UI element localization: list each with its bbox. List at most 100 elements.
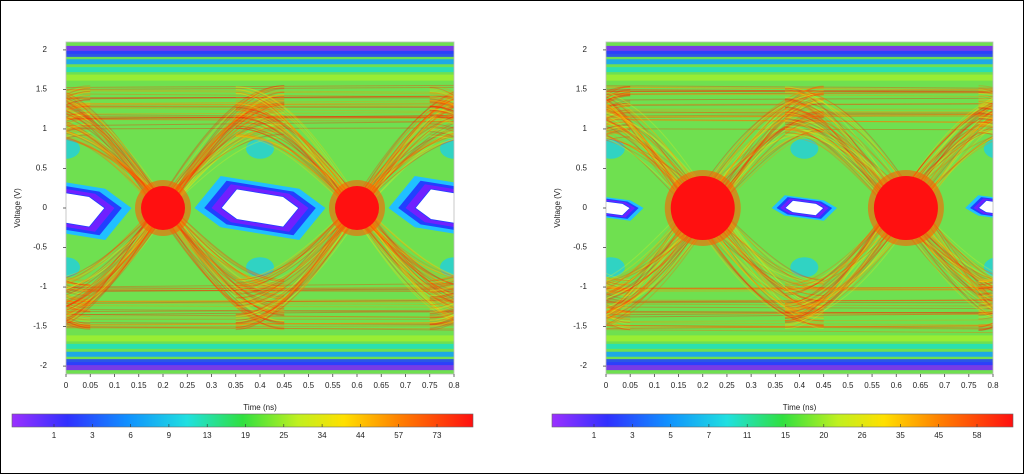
trace [606,286,993,292]
trace [606,311,993,314]
colorbar-label: 15 [781,431,790,440]
trace [606,319,993,323]
trace [66,305,454,308]
x-tick-label: 0.65 [373,381,389,390]
trace [606,324,993,330]
colorbar-label: 44 [356,431,365,440]
trace [66,321,454,327]
trace [606,128,993,131]
trace [606,286,993,290]
trace [66,299,454,304]
trace [606,325,993,329]
density-patch [440,138,454,159]
eye-opening [784,199,825,217]
trace [606,118,993,123]
colorbar [11,413,474,428]
y-tick-label: 1 [43,124,48,133]
x-tick-label: 0 [604,381,609,390]
trace [606,111,993,114]
density-patch [606,257,625,278]
trace [606,86,993,91]
y-tick-label: 0.5 [36,164,48,173]
trace [606,329,993,334]
density-patch [66,257,80,278]
colorbar-label: 3 [90,431,95,440]
trace [606,115,993,118]
trace [66,116,454,119]
colorbar-label: 26 [858,431,867,440]
x-axis-label: Time (ns) [243,403,277,412]
eye-opening [414,188,454,224]
x-tick-label: 0.7 [400,381,412,390]
y-tick-label: -0.5 [573,243,587,252]
trace [66,93,454,98]
trace [606,111,993,115]
trace [66,286,454,290]
x-tick-label: 0.4 [254,381,266,390]
x-tick-label: 0.6 [891,381,903,390]
trace [606,92,993,96]
trace [66,322,454,326]
trace [66,289,454,292]
trace [606,103,993,106]
trace [66,298,454,302]
colorbar-label: 58 [973,431,982,440]
trace [66,302,454,306]
y-tick-label: -1.5 [33,322,47,331]
trace [66,310,454,316]
trace [606,92,993,98]
y-tick-label: 1.5 [576,85,588,94]
y-tick-label: -0.5 [33,243,47,252]
x-tick-label: 0.65 [913,381,929,390]
trace [606,299,993,303]
colorbar-label: 45 [934,431,943,440]
eye-opening [606,200,631,217]
x-tick-label: 0.7 [939,381,951,390]
trace [66,107,454,113]
trace [606,321,993,326]
crossing [141,186,185,230]
y-tick-label: -2 [40,361,48,370]
trace [66,100,454,105]
trace [606,324,993,329]
colorbar-label: 6 [128,431,133,440]
x-tick-label: 0.25 [719,381,735,390]
colorbar-label: 5 [668,431,673,440]
colorbar-label: 19 [241,431,250,440]
trace [66,300,454,303]
colorbar-label: 3 [630,431,635,440]
density-patch [790,138,819,159]
density-patch [606,138,625,159]
trace [606,89,993,93]
x-tick-label: 0.25 [179,381,195,390]
density-patch [246,257,274,278]
trace [66,326,454,331]
trace [606,113,993,117]
trace [66,283,454,288]
x-tick-label: 0.1 [649,381,661,390]
eye-opening [66,192,106,228]
trace [66,106,454,108]
x-tick-label: 0.3 [206,381,218,390]
y-tick-label: 1.5 [36,85,48,94]
trace [66,121,454,127]
trace [606,110,993,113]
y-tick-label: 0 [583,203,588,212]
x-tick-label: 0.1 [109,381,121,390]
colorbar-label: 7 [707,431,712,440]
x-tick-label: 0.35 [228,381,244,390]
trace [66,314,454,318]
x-tick-label: 0 [64,381,69,390]
trace [606,299,993,304]
x-tick-label: 0.6 [351,381,363,390]
crossing [529,186,573,230]
trace [606,113,993,119]
trace [66,118,454,123]
trace [66,90,454,95]
colorbar-label: 1 [592,431,597,440]
x-tick-label: 0.2 [157,381,169,390]
trace [606,312,993,316]
trace [66,309,454,313]
trace [66,116,454,119]
x-tick-label: 0.05 [622,381,638,390]
